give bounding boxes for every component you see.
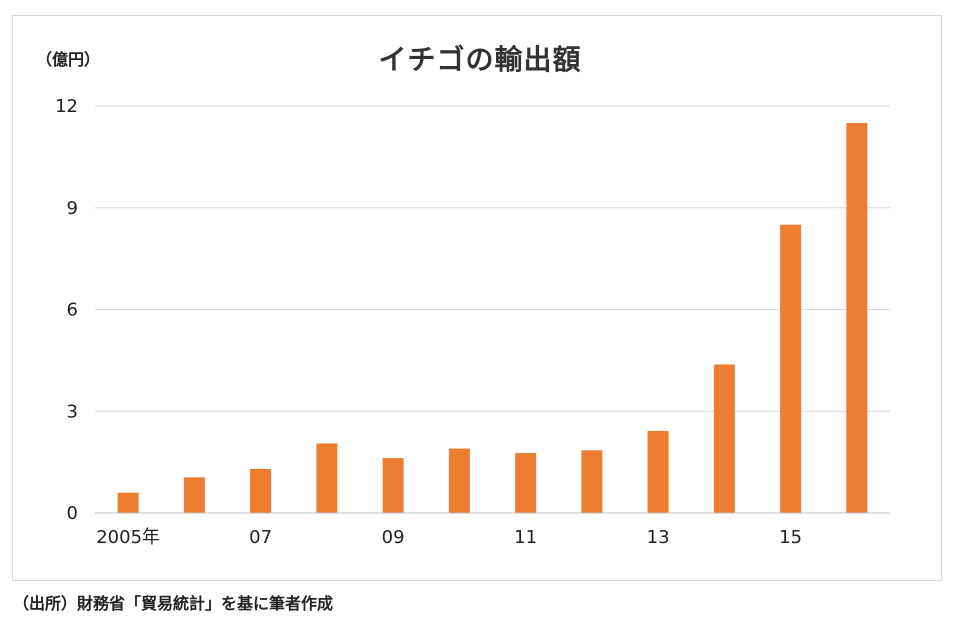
- bar-2005: [117, 492, 139, 513]
- bar-2006: [183, 477, 205, 513]
- bar-2010: [448, 448, 470, 513]
- x-tick-label: 09: [382, 527, 405, 548]
- source-note: （出所）財務省「貿易統計」を基に筆者作成: [13, 594, 334, 613]
- chart-title: イチゴの輸出額: [378, 43, 582, 76]
- bar-2014: [713, 364, 735, 513]
- y-tick-label: 6: [67, 300, 78, 321]
- y-tick-label: 3: [67, 401, 78, 422]
- x-tick-label: 07: [249, 527, 272, 548]
- bar-2012: [581, 450, 603, 513]
- bar-2013: [647, 430, 669, 513]
- bar-2007: [250, 468, 272, 513]
- bar-2009: [382, 458, 404, 513]
- y-tick-label: 0: [67, 503, 78, 524]
- y-axis-ticks: 0 3 6 9 12: [55, 96, 78, 524]
- y-tick-label: 12: [55, 96, 78, 117]
- x-tick-label: 15: [779, 527, 802, 548]
- bar-2015: [780, 224, 802, 514]
- x-tick-label: 13: [647, 527, 670, 548]
- y-tick-label: 9: [67, 198, 78, 219]
- grid-lines: [95, 105, 890, 412]
- bars: [117, 122, 868, 514]
- y-axis-unit-label: （億円）: [36, 50, 101, 69]
- bar-2008: [316, 443, 338, 513]
- x-tick-label: 2005年: [96, 527, 160, 548]
- bar-2011: [515, 452, 537, 513]
- x-axis-ticks: 2005年 07 09 11 13 15: [96, 527, 802, 548]
- x-tick-label: 11: [514, 527, 537, 548]
- bar-2016: [846, 122, 868, 513]
